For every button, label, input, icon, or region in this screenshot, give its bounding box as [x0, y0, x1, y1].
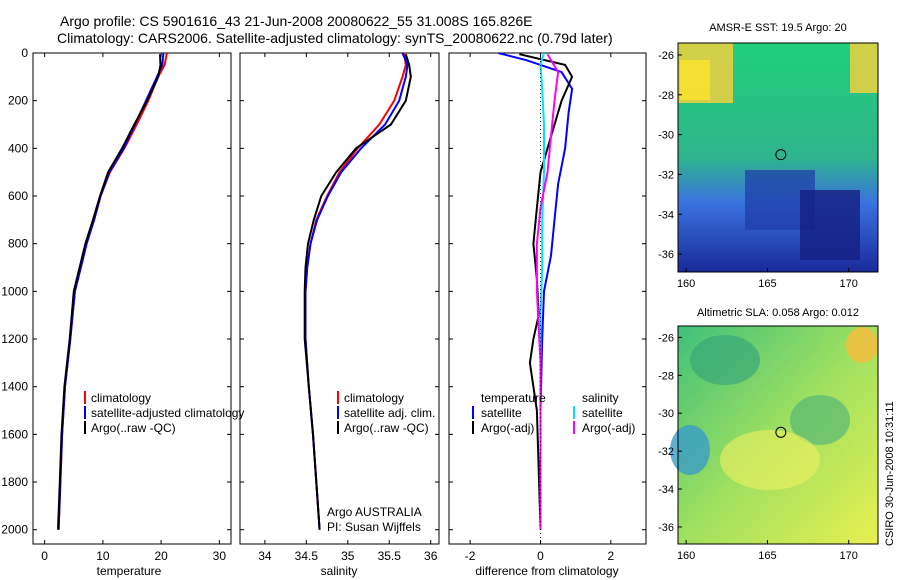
y-tick-label: 1400 [1, 380, 28, 394]
legend-climatology: climatology [344, 391, 404, 405]
y-tick-label: -28 [658, 90, 674, 102]
sla-high-patch [720, 430, 820, 490]
y-tick-label: 1800 [1, 475, 28, 489]
y-tick-label: 1000 [1, 284, 28, 298]
series-line-0 [498, 53, 574, 530]
y-tick-label: -30 [658, 130, 674, 142]
difference-panel: -2 0 2 difference from climatology tempera… [448, 52, 647, 578]
y-tick-label: 2000 [1, 523, 28, 537]
sla-high-patch [846, 327, 878, 363]
sla-map-frame [677, 325, 879, 545]
legend-salinity-heading: salinity [582, 391, 619, 405]
y-tick-label: 0 [21, 46, 28, 60]
figure-title-line1: Argo profile: CS 5901616_43 21-Jun-2008 … [60, 13, 533, 29]
y-tick-label: -26 [658, 332, 674, 344]
y-tick-label: -30 [658, 408, 674, 420]
salinity-legend: climatology satellite adj. clim. Argo(..… [337, 391, 435, 435]
x-tick-label: 0 [41, 549, 48, 563]
legend-climatology: climatology [91, 391, 151, 405]
sla-map-title: Altimetric SLA: 0.058 Argo: 0.012 [697, 307, 859, 319]
temperature-panel: 0 10 20 30 0 200 400 600 800 1000 1200 1400 1600 1800… [1, 46, 244, 578]
y-tick-label: -34 [658, 484, 674, 496]
argo-location-marker [775, 426, 787, 438]
series-line-2 [303, 53, 412, 530]
x-tick-label: 160 [677, 278, 695, 290]
x-tick-label: 10 [96, 549, 110, 563]
sst-warm-patch [850, 43, 878, 93]
x-tick-label: 35 [341, 549, 355, 563]
argo-location-marker [775, 149, 787, 161]
y-tick-label: -32 [658, 169, 674, 181]
y-tick-label: 800 [8, 237, 28, 251]
difference-legend: temperature satellite Argo(-adj) salinit… [472, 391, 635, 435]
credit-stamp: CSIRO 30-Jun-2008 10:31:11 [884, 401, 896, 546]
salinity-panel: 34 34.5 35 35.5 36 salinity climatology sate… [239, 52, 440, 578]
x-tick-label: 20 [154, 549, 168, 563]
legend-argo: Argo(..raw -QC) [344, 421, 429, 435]
y-tick-label: -28 [658, 370, 674, 382]
sst-map-panel: AMSR-E SST: 19.5 Argo: 20 160 165 170 -26 -2… [658, 22, 879, 290]
x-tick-label: 170 [840, 278, 858, 290]
y-tick-label: -26 [658, 50, 674, 62]
y-tick-label: -36 [658, 249, 674, 261]
x-tick-label: 30 [213, 549, 227, 563]
x-tick-label: 0 [537, 549, 544, 563]
y-tick-label: 600 [8, 189, 28, 203]
annotation-pi: PI: Susan Wijffels [327, 520, 421, 534]
x-tick-label: 36 [424, 549, 438, 563]
y-tick-label: -34 [658, 209, 674, 221]
difference-xlabel: difference from climatology [475, 564, 618, 578]
series-line-3 [535, 53, 560, 530]
legend-temp-argo: Argo(-adj) [481, 421, 534, 435]
legend-satellite-adjusted: satellite-adjusted climatology [91, 406, 244, 420]
x-tick-label: 165 [758, 550, 776, 562]
sla-low-patch [790, 395, 850, 445]
y-tick-label: -32 [658, 446, 674, 458]
x-tick-label: 35.5 [378, 549, 402, 563]
y-tick-label: 200 [8, 94, 28, 108]
y-tick-label: -36 [658, 522, 674, 534]
x-tick-label: 160 [677, 550, 695, 562]
sst-map-title: AMSR-E SST: 19.5 Argo: 20 [709, 22, 847, 34]
x-tick-label: 2 [607, 549, 614, 563]
y-tick-label: 1200 [1, 332, 28, 346]
sla-low-patch [670, 425, 710, 475]
legend-argo: Argo(..raw -QC) [91, 421, 176, 435]
x-tick-label: 34.5 [295, 549, 319, 563]
temperature-legend: climatology satellite-adjusted climatolo… [84, 391, 244, 435]
series-line-2 [57, 54, 162, 530]
sst-map-frame [677, 42, 879, 273]
legend-sal-satellite: satellite [582, 406, 623, 420]
x-tick-label: -2 [465, 549, 476, 563]
salinity-xlabel: salinity [321, 564, 358, 578]
series-line-1 [304, 53, 409, 530]
legend-satellite-adj: satellite adj. clim. [344, 406, 435, 420]
y-tick-label: 1600 [1, 427, 28, 441]
annotation-argo-australia: Argo AUSTRALIA [327, 505, 422, 519]
x-tick-label: 165 [758, 278, 776, 290]
temperature-xlabel: temperature [97, 564, 162, 578]
sst-warm-patch [680, 60, 710, 100]
sst-cold-patch [800, 190, 860, 260]
x-tick-label: 170 [840, 550, 858, 562]
sla-low-patch [690, 335, 760, 385]
series-line-1 [519, 53, 574, 530]
y-tick-label: 400 [8, 141, 28, 155]
x-tick-label: 34 [258, 549, 272, 563]
legend-sal-argo: Argo(-adj) [582, 421, 635, 435]
legend-temperature-heading: temperature [481, 391, 546, 405]
legend-temp-satellite: satellite [481, 406, 522, 420]
sla-map-panel: Altimetric SLA: 0.058 Argo: 0.012 160 165… [658, 307, 879, 562]
figure-title-line2: Climatology: CARS2006. Satellite-adjuste… [57, 30, 613, 46]
